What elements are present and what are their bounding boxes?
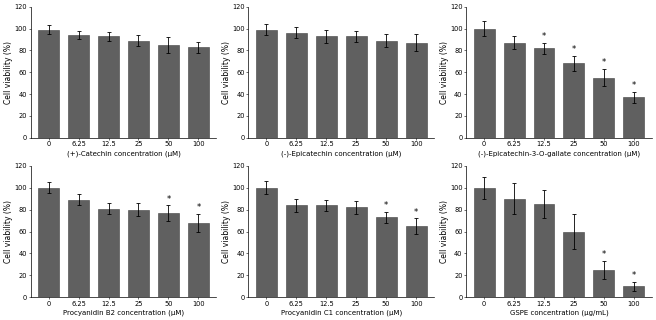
- Bar: [128, 41, 149, 138]
- Bar: [564, 232, 584, 297]
- Text: *: *: [196, 204, 201, 212]
- Bar: [594, 270, 615, 297]
- Text: *: *: [602, 58, 606, 67]
- Bar: [286, 205, 307, 297]
- Bar: [594, 78, 615, 138]
- Bar: [405, 226, 426, 297]
- Bar: [68, 35, 89, 138]
- Y-axis label: Cell viability (%): Cell viability (%): [4, 41, 13, 104]
- Text: *: *: [602, 250, 606, 260]
- Bar: [256, 188, 277, 297]
- Bar: [158, 213, 179, 297]
- Y-axis label: Cell viability (%): Cell viability (%): [440, 200, 449, 263]
- Bar: [256, 30, 277, 138]
- X-axis label: Procyanidin B2 concentration (μM): Procyanidin B2 concentration (μM): [63, 309, 184, 316]
- X-axis label: (-)-Epicatechin concentration (μM): (-)-Epicatechin concentration (μM): [281, 150, 401, 156]
- X-axis label: GSPE concentration (μg/mL): GSPE concentration (μg/mL): [510, 309, 608, 316]
- Text: *: *: [542, 32, 546, 41]
- Bar: [98, 209, 119, 297]
- Bar: [188, 223, 209, 297]
- Y-axis label: Cell viability (%): Cell viability (%): [440, 41, 449, 104]
- Text: *: *: [572, 45, 576, 54]
- Bar: [286, 33, 307, 138]
- Bar: [474, 188, 495, 297]
- Y-axis label: Cell viability (%): Cell viability (%): [222, 41, 231, 104]
- Y-axis label: Cell viability (%): Cell viability (%): [222, 200, 231, 263]
- Bar: [623, 97, 644, 138]
- Bar: [346, 36, 367, 138]
- X-axis label: (-)-Epicatechin-3-O-gallate concentration (μM): (-)-Epicatechin-3-O-gallate concentratio…: [478, 150, 640, 156]
- Bar: [38, 188, 59, 297]
- Bar: [504, 43, 525, 138]
- Bar: [533, 204, 554, 297]
- Bar: [68, 200, 89, 297]
- Bar: [316, 36, 337, 138]
- Text: *: *: [632, 81, 636, 90]
- Text: *: *: [414, 208, 419, 217]
- Bar: [346, 207, 367, 297]
- Text: *: *: [632, 271, 636, 280]
- Bar: [188, 47, 209, 138]
- Bar: [405, 43, 426, 138]
- Bar: [474, 28, 495, 138]
- Bar: [316, 205, 337, 297]
- Bar: [98, 36, 119, 138]
- Bar: [564, 63, 584, 138]
- Y-axis label: Cell viability (%): Cell viability (%): [4, 200, 13, 263]
- Bar: [533, 48, 554, 138]
- Bar: [376, 217, 397, 297]
- Bar: [38, 30, 59, 138]
- Bar: [128, 210, 149, 297]
- Bar: [376, 41, 397, 138]
- Bar: [623, 286, 644, 297]
- Bar: [504, 199, 525, 297]
- X-axis label: (+)-Catechin concentration (μM): (+)-Catechin concentration (μM): [66, 150, 180, 156]
- Text: *: *: [167, 195, 171, 204]
- Bar: [158, 45, 179, 138]
- X-axis label: Procyanidin C1 concentration (μM): Procyanidin C1 concentration (μM): [281, 309, 402, 316]
- Text: *: *: [384, 201, 388, 210]
